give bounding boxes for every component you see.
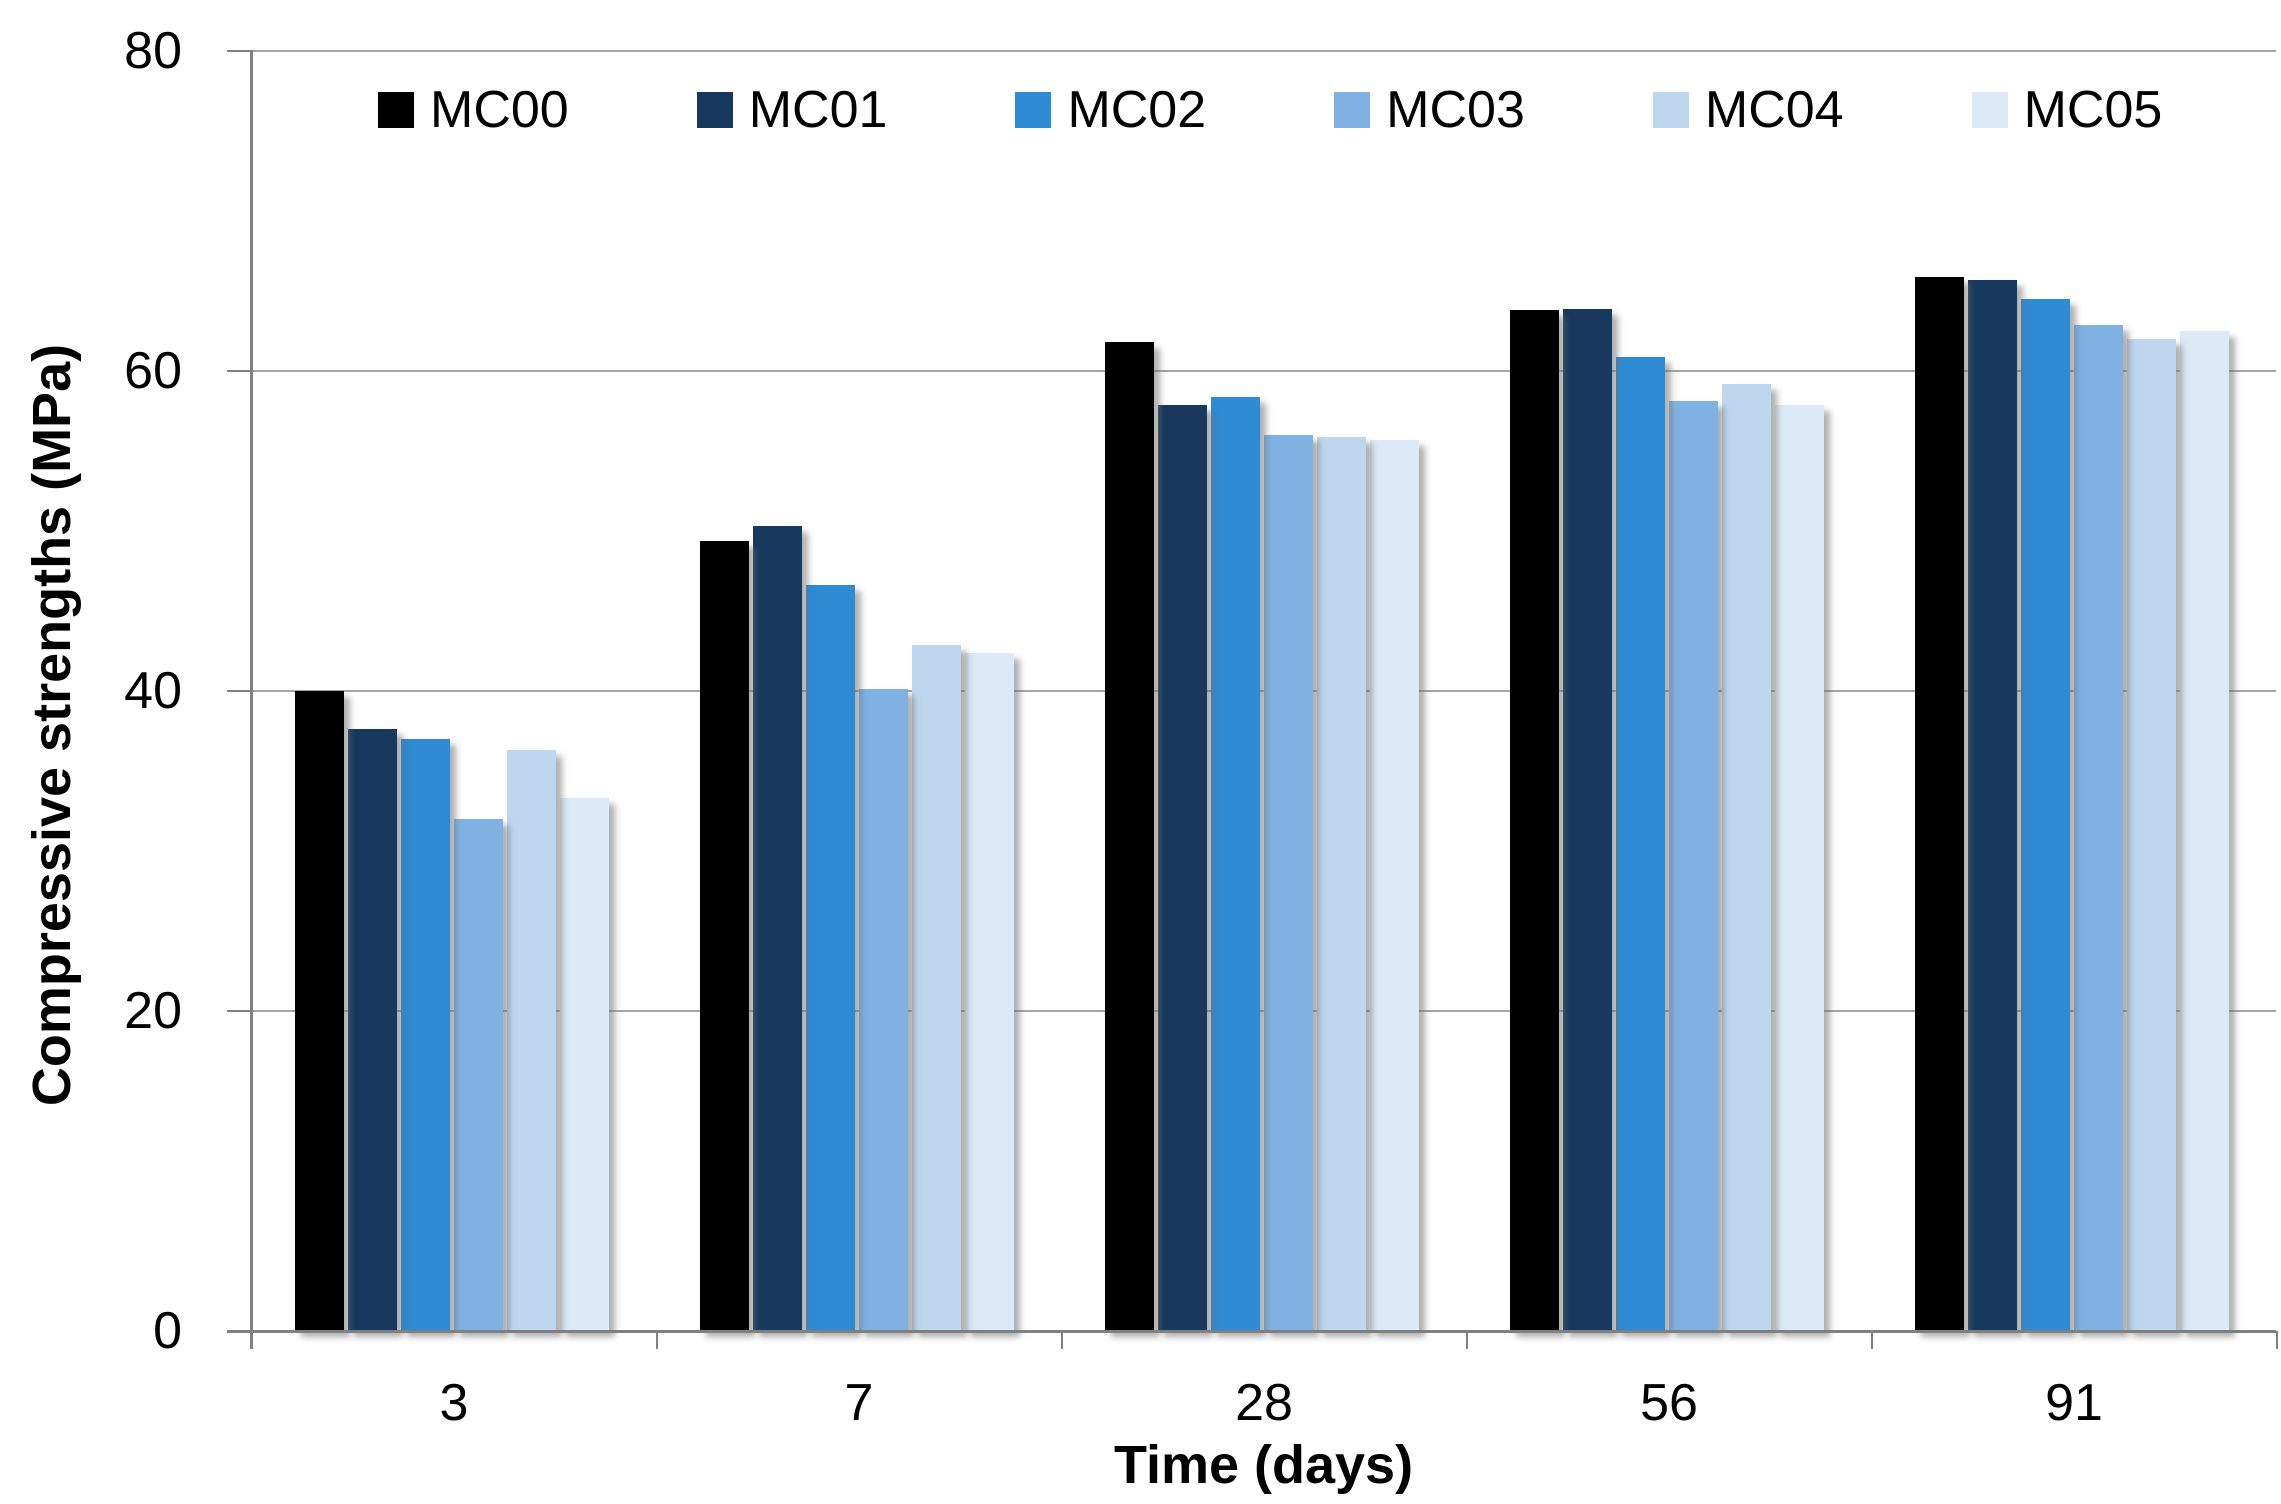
bar-mc00-7d	[700, 541, 749, 1331]
bar-mc05-28d	[1370, 440, 1419, 1331]
bar-mc03-56d	[1669, 401, 1718, 1331]
x-tick-label-56: 56	[1640, 1374, 1698, 1432]
y-axis-title: Compressive strengths (MPa)	[22, 343, 82, 1107]
x-tick-label-7: 7	[844, 1374, 874, 1432]
legend-label-mc04: MC04	[1704, 81, 1844, 139]
y-tick-label-60: 60	[124, 342, 182, 400]
bar-mc01-28d	[1158, 405, 1207, 1331]
x-axis-line	[227, 1330, 2276, 1333]
legend-item-mc02: MC02	[1015, 82, 1206, 138]
bar-mc00-56d	[1510, 310, 1559, 1331]
bar-mc03-3d	[454, 819, 503, 1331]
bar-mc04-91d	[2127, 339, 2176, 1331]
bar-mc04-56d	[1722, 384, 1771, 1331]
bar-mc03-91d	[2074, 325, 2123, 1331]
y-tick-mark-80	[227, 50, 253, 52]
bar-mc03-7d	[859, 689, 908, 1331]
bar-mc02-56d	[1616, 357, 1665, 1331]
chart-legend: MC00 MC01 MC02 MC03 MC04 MC05	[378, 82, 2162, 138]
bar-mc03-28d	[1264, 435, 1313, 1331]
legend-swatch-mc00	[378, 92, 414, 128]
gridline-60	[251, 370, 2276, 372]
y-tick-label-80: 80	[124, 22, 182, 80]
x-tick-label-91: 91	[2045, 1374, 2103, 1432]
legend-label-mc05: MC05	[2023, 81, 2163, 139]
gridline-80	[251, 50, 2276, 52]
legend-label-mc03: MC03	[1386, 81, 1525, 139]
legend-item-mc05: MC05	[1971, 81, 2163, 139]
x-tick-mark-4	[1871, 1331, 1873, 1349]
bar-mc05-91d	[2180, 331, 2229, 1331]
bar-mc01-56d	[1563, 309, 1612, 1331]
legend-swatch-mc04	[1652, 92, 1689, 128]
bar-mc05-7d	[965, 653, 1014, 1331]
bar-mc01-91d	[1968, 280, 2017, 1331]
x-tick-mark-1	[656, 1331, 658, 1349]
y-tick-mark-20	[227, 1010, 253, 1012]
bar-mc04-28d	[1317, 437, 1366, 1331]
y-tick-mark-60	[227, 370, 253, 372]
bar-mc02-3d	[401, 739, 450, 1331]
bar-mc00-3d	[295, 691, 344, 1331]
legend-swatch-mc03	[1334, 92, 1371, 128]
legend-item-mc01: MC01	[696, 81, 888, 139]
bar-mc01-7d	[753, 526, 802, 1331]
x-tick-mark-2	[1061, 1331, 1063, 1349]
bar-mc05-3d	[560, 798, 609, 1331]
gridline-20	[251, 1010, 2276, 1012]
bar-mc02-28d	[1211, 397, 1260, 1331]
legend-swatch-mc01	[696, 92, 733, 128]
legend-swatch-mc02	[1015, 92, 1052, 128]
x-axis-title: Time (days)	[1113, 1435, 1414, 1495]
y-tick-label-0: 0	[153, 1302, 182, 1360]
x-tick-label-28: 28	[1235, 1374, 1293, 1432]
bar-mc00-91d	[1915, 277, 1964, 1331]
bar-mc01-3d	[348, 729, 397, 1331]
x-tick-mark-3	[1466, 1331, 1468, 1349]
bar-mc00-28d	[1105, 342, 1154, 1331]
legend-swatch-mc05	[1971, 92, 2008, 128]
bar-mc02-91d	[2021, 299, 2070, 1331]
bar-mc05-56d	[1775, 405, 1824, 1331]
bar-mc04-3d	[507, 750, 556, 1331]
y-tick-label-40: 40	[124, 662, 182, 720]
legend-item-mc03: MC03	[1334, 82, 1525, 138]
legend-item-mc00: MC00	[378, 82, 569, 138]
gridline-40	[251, 690, 2276, 692]
legend-label-mc00: MC00	[430, 81, 569, 139]
legend-item-mc04: MC04	[1652, 81, 1844, 139]
y-tick-label-20: 20	[124, 982, 182, 1040]
bar-mc02-7d	[806, 585, 855, 1331]
legend-label-mc02: MC02	[1067, 81, 1207, 139]
bar-mc04-7d	[912, 645, 961, 1331]
x-tick-label-3: 3	[439, 1374, 469, 1432]
legend-label-mc01: MC01	[748, 81, 888, 139]
y-axis-line	[250, 51, 253, 1349]
y-tick-mark-40	[227, 690, 253, 692]
x-tick-mark-end	[2276, 1331, 2278, 1349]
